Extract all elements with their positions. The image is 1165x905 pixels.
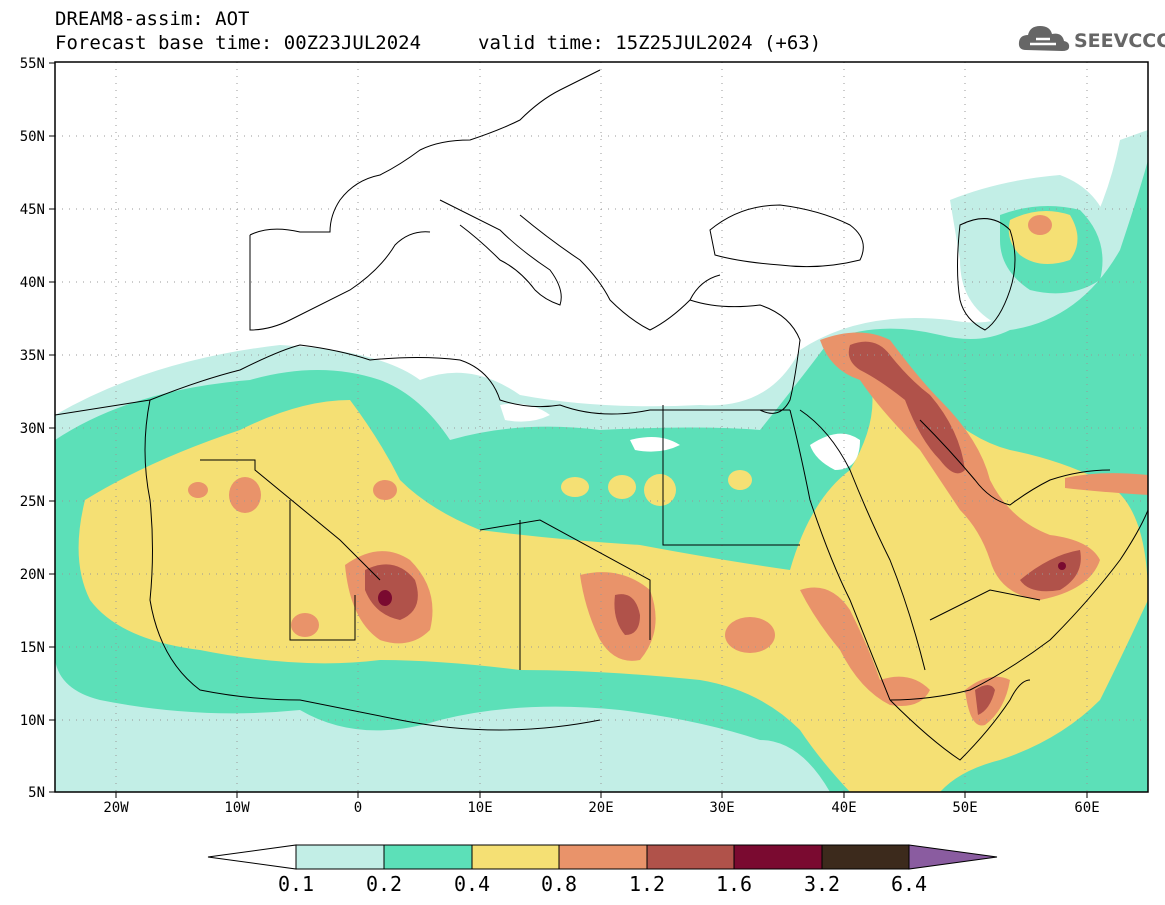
lat-label-45n: 45N — [20, 202, 45, 218]
graticule — [55, 62, 1148, 792]
lon-label-20e: 20E — [588, 800, 613, 816]
lat-label-5n: 5N — [28, 785, 45, 801]
colorbar-label-0.2: 0.2 — [366, 872, 402, 896]
lon-label-10e: 10E — [467, 800, 492, 816]
colorbar-label-6.4: 6.4 — [891, 872, 927, 896]
cloud-icon — [1018, 26, 1070, 51]
colorbar-box-4 — [558, 844, 648, 870]
colorbar-box-1 — [295, 844, 385, 870]
lon-label-60e: 60E — [1074, 800, 1099, 816]
lon-label-10w: 10W — [224, 800, 250, 816]
lon-label-50e: 50E — [952, 800, 977, 816]
colorbar-box-3 — [471, 844, 560, 870]
logo-text: SEEVCCC — [1074, 30, 1165, 52]
lon-label-30e: 30E — [709, 800, 734, 816]
lat-ticks — [49, 62, 55, 793]
colorbar-label-3.2: 3.2 — [804, 872, 840, 896]
colorbar: 0.1 0.2 0.4 0.8 1.2 1.6 3.2 6.4 — [207, 844, 998, 896]
lat-label-10n: 10N — [20, 713, 45, 729]
colorbar-label-0.1: 0.1 — [278, 872, 314, 896]
lon-label-40e: 40E — [831, 800, 856, 816]
title-model: DREAM8-assim: AOT — [55, 8, 250, 30]
lat-label-35n: 35N — [20, 348, 45, 364]
colorbar-box-5 — [646, 844, 735, 870]
colorbar-box-2 — [383, 844, 473, 870]
lat-label-15n: 15N — [20, 640, 45, 656]
colorbar-label-1.6: 1.6 — [716, 872, 752, 896]
seevccc-logo: SEEVCCC — [1016, 22, 1165, 62]
colorbar-label-0.4: 0.4 — [454, 872, 490, 896]
title-valid-time: valid time: 15Z25JUL2024 (+63) — [478, 32, 822, 54]
lat-label-55n: 55N — [20, 56, 45, 72]
lon-axis: 20W 10W 0 10E 20E 30E 40E 50E 60E — [103, 800, 1099, 816]
colorbar-high-arrow — [908, 844, 998, 870]
lon-ticks — [115, 792, 1088, 798]
lat-label-40n: 40N — [20, 275, 45, 291]
lon-label-20w: 20W — [103, 800, 129, 816]
colorbar-box-7 — [821, 844, 910, 870]
title-base-time: Forecast base time: 00Z23JUL2024 — [55, 32, 422, 54]
colorbar-box-6 — [733, 844, 823, 870]
lat-label-20n: 20N — [20, 567, 45, 583]
colorbar-label-0.8: 0.8 — [541, 872, 577, 896]
lat-label-30n: 30N — [20, 421, 45, 437]
lat-label-25n: 25N — [20, 494, 45, 510]
colorbar-label-1.2: 1.2 — [629, 872, 665, 896]
lat-label-50n: 50N — [20, 129, 45, 145]
colorbar-low-arrow — [207, 844, 297, 870]
lat-axis: 55N 50N 45N 40N 35N 30N 25N 20N 15N 10N … — [20, 56, 45, 801]
aot-band-1.6 — [378, 590, 392, 606]
coastlines — [55, 69, 1148, 761]
aot-band-0.4 — [78, 340, 1148, 792]
lon-label-0: 0 — [354, 800, 362, 816]
aot-band-1.2 — [848, 341, 965, 474]
